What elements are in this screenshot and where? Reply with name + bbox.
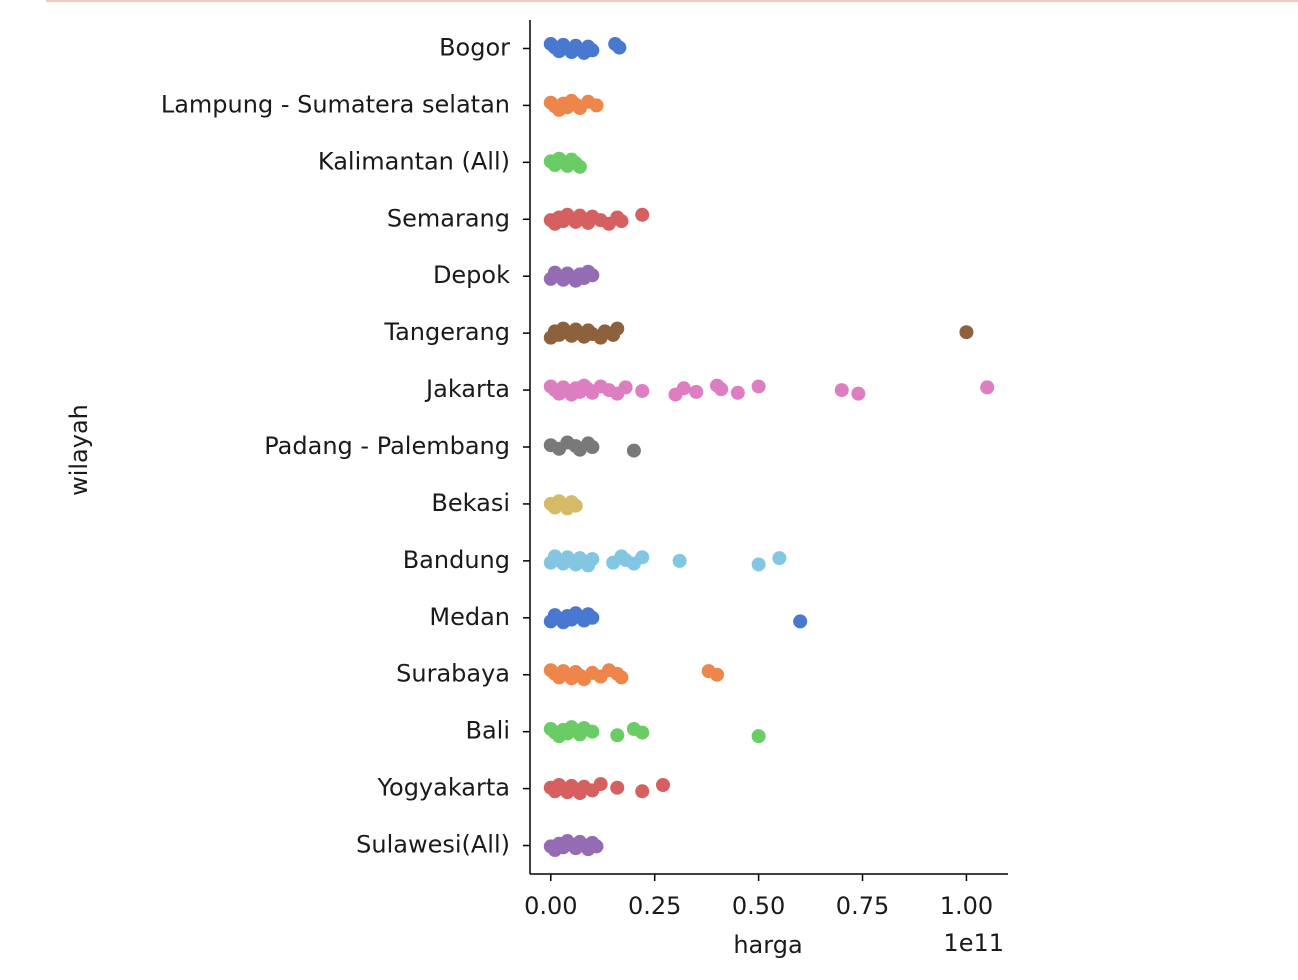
point	[730, 385, 745, 400]
point	[626, 443, 641, 458]
point	[980, 380, 995, 395]
point	[635, 725, 650, 740]
point	[568, 498, 583, 513]
y-tick-label: Bali	[465, 717, 510, 745]
point	[610, 321, 625, 336]
point	[656, 778, 671, 792]
point	[585, 440, 600, 454]
point	[614, 214, 629, 229]
point	[710, 667, 725, 682]
point	[689, 384, 704, 399]
x-offset-label: 1e11	[943, 929, 1004, 957]
point	[672, 553, 687, 568]
x-tick-label: 1.00	[940, 892, 993, 920]
y-tick-label: Lampung - Sumatera selatan	[161, 90, 510, 118]
y-tick-label: Padang - Palembang	[264, 432, 510, 460]
x-tick-label: 0.50	[732, 892, 785, 920]
point	[585, 610, 600, 625]
y-tick-label: Kalimantan (All)	[318, 147, 510, 175]
point	[635, 207, 650, 222]
point	[585, 724, 600, 739]
point	[851, 386, 866, 401]
point	[614, 670, 629, 685]
x-tick-label: 0.25	[628, 892, 681, 920]
y-tick-label: Bogor	[439, 33, 510, 61]
x-tick-label: 0.75	[836, 892, 889, 920]
y-tick-label: Tangerang	[383, 318, 510, 346]
point	[676, 381, 691, 396]
point	[585, 552, 600, 567]
point	[572, 159, 587, 174]
x-axis-label: harga	[733, 931, 802, 959]
point	[589, 839, 604, 854]
point	[635, 383, 650, 398]
point	[593, 777, 608, 792]
point	[618, 380, 633, 395]
x-tick-label: 0.00	[524, 892, 577, 920]
point	[635, 550, 650, 565]
point	[610, 780, 625, 795]
y-tick-label: Yogyakarta	[377, 774, 510, 802]
y-tick-label: Bekasi	[431, 489, 510, 517]
point	[959, 325, 974, 340]
y-tick-label: Semarang	[387, 204, 510, 232]
y-tick-label: Medan	[429, 603, 510, 631]
point	[610, 728, 625, 743]
y-tick-label: Bandung	[403, 546, 510, 574]
point	[751, 557, 766, 572]
point	[585, 43, 600, 58]
point	[772, 551, 787, 566]
point	[589, 98, 604, 113]
y-tick-label: Surabaya	[396, 660, 510, 688]
y-axis-label: wilayah	[65, 404, 93, 496]
point	[751, 379, 766, 394]
y-tick-label: Sulawesi(All)	[356, 831, 510, 859]
point	[834, 383, 849, 398]
point	[612, 40, 627, 55]
point	[793, 614, 808, 629]
y-tick-label: Jakarta	[424, 375, 510, 403]
point	[714, 382, 729, 397]
point	[585, 268, 600, 283]
point	[751, 729, 766, 744]
point	[635, 784, 650, 799]
y-tick-label: Depok	[433, 261, 510, 289]
